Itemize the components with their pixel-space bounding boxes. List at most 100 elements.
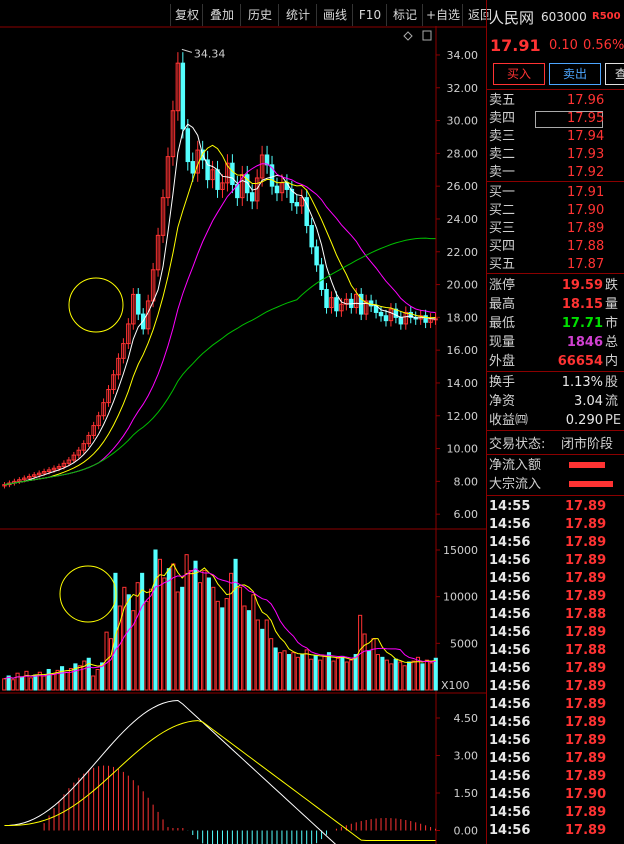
volume-bar [73,663,78,691]
toolbar-button[interactable]: 叠加 [202,4,241,26]
tick-price: 17.89 [565,733,607,748]
volume-bar [251,594,256,691]
window-icon [422,30,432,41]
volume-bar [55,669,60,691]
peak-label: 34.34 [194,47,226,60]
tick-time: 14:56 [489,571,531,586]
candle-body [294,202,300,207]
candle-body [190,161,195,174]
toolbar-button[interactable]: F10 [352,4,387,26]
tick-time: 14:56 [489,625,531,640]
volume-bar [108,638,114,691]
stat-label: 最低 [489,316,516,331]
toolbar-button[interactable]: 统计 [278,4,317,26]
tick-time: 14:55 [489,499,531,514]
candle-body [101,402,106,417]
tick-time: 14:56 [489,805,531,820]
volume-bar [407,661,412,691]
toolbar-button[interactable]: 画线 [316,4,353,26]
volume-bar [424,659,429,691]
fundamental-row: 净资 3.04 流 [487,392,624,411]
volume-bar [95,668,100,691]
volume-bar [295,656,300,691]
stat-suffix: 跌 [605,278,619,293]
candle-body [31,474,37,477]
volume-bar [68,668,74,691]
volume-bar [371,638,376,691]
ask-row[interactable]: 卖一 17.92 [487,164,624,182]
fundamental-suffix: 股 [605,375,619,390]
tick-row: 14:56 17.89 [487,516,624,534]
stat-value: 19.59 [561,278,603,293]
candle-body [225,162,230,184]
volume-bar [33,674,38,691]
volume-bar [140,572,145,691]
bid-row[interactable]: 买四 17.88 [487,238,624,256]
toolbar-button[interactable]: 复权 [170,4,203,26]
volume-bar [153,549,158,691]
bid-label: 买五 [489,257,516,272]
tick-row: 14:56 17.89 [487,534,624,552]
volume-bar [193,560,198,691]
candle-body [403,311,409,325]
ask-row[interactable]: 卖二 17.93 [487,146,624,164]
bid-row[interactable]: 买五 17.87 [487,256,624,274]
tick-row: 14:56 17.88 [487,606,624,624]
bid-label: 买二 [489,203,516,218]
stat-row: 最高 18.15 量 [487,295,624,314]
ask-price: 17.96 [567,93,605,108]
candle-body [185,128,191,163]
tick-price: 17.89 [565,553,607,568]
price-tick-label: 16.00 [447,344,479,357]
toolbar-button[interactable]: +自选 [422,4,463,26]
ask-row[interactable]: 卖四 17.95 [487,110,624,128]
stat-value: 18.15 [561,297,603,312]
candle-body [41,471,47,474]
volume-bar [51,673,56,691]
buy-button[interactable]: 买入 [493,63,545,85]
money-flow-bar [569,462,605,468]
ask-row[interactable]: 卖五 17.96 [487,92,624,110]
ask-label: 卖四 [489,111,516,126]
tick-price: 17.88 [565,607,607,622]
volume-bar [135,582,140,691]
candle-body [299,197,304,207]
volume-bar [273,647,278,691]
candle-body [220,182,225,190]
toolbar-button[interactable]: 标记 [386,4,423,26]
ask-row[interactable]: 卖三 17.94 [487,128,624,146]
fundamental-row: 收益㈣ 0.290 PE [487,411,624,430]
volume-tick-label: 15000 [443,544,478,557]
ma-line [4,163,436,486]
tick-price: 17.89 [565,571,607,586]
tick-time: 14:56 [489,769,531,784]
peak-pointer [181,48,193,53]
price-tick-label: 28.00 [447,147,479,160]
bid-row[interactable]: 买三 17.89 [487,220,624,238]
volume-bar [393,658,398,691]
macd-dif-line [4,699,337,844]
volume-bar [246,610,251,691]
bid-row[interactable]: 买二 17.90 [487,202,624,220]
candle-body [205,159,210,181]
volume-bar [264,619,269,691]
more-button[interactable]: 查 [605,63,624,85]
toolbar-button[interactable]: 历史 [240,4,279,26]
tick-time: 14:56 [489,553,531,568]
quote-panel: 人民网 603000 R500 17.91 0.10 0.56% 买入 卖出 查… [486,0,624,844]
macd-dea-line [4,720,436,841]
candle-body [363,300,369,315]
volume-bar [237,586,243,691]
price-tick-label: 26.00 [447,180,479,193]
candle-body [131,293,136,325]
candle-body [81,443,86,451]
volume-ma-line [4,563,436,680]
volume-bar [362,633,367,691]
sell-button[interactable]: 卖出 [549,63,601,85]
bid-row[interactable]: 买一 17.91 [487,184,624,202]
last-price: 17.91 [490,36,541,55]
volume-bar [15,672,20,691]
kline-chart[interactable]: 34.00 32.00 30.00 28.00 26.00 24.00 22.00 20.00… [0,26,486,844]
candle-body [136,293,141,315]
toolbar-button[interactable]: 返回 [462,4,497,26]
